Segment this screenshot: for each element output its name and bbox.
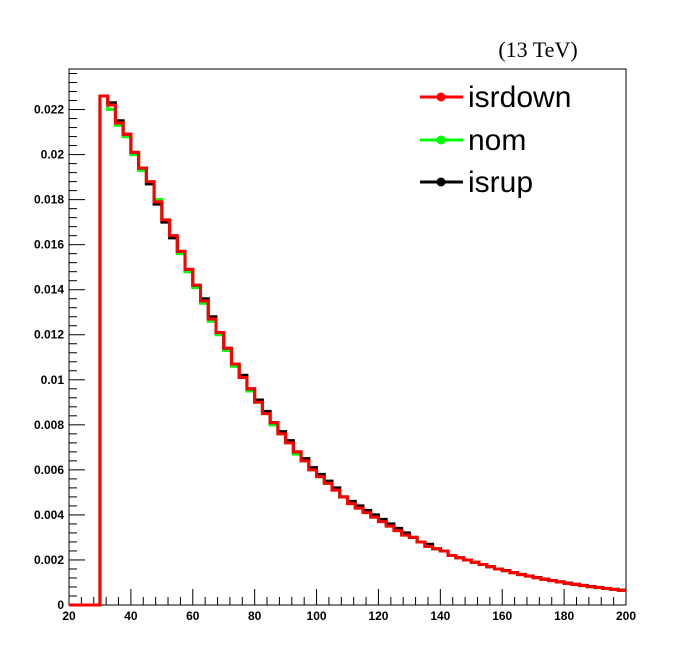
legend-label-isrdown: isrdown: [468, 81, 571, 114]
legend-marker-nom: [436, 135, 446, 145]
y-tick-label: 0.004: [34, 508, 64, 522]
energy-label: (13 TeV): [498, 37, 577, 62]
x-tick-label: 20: [62, 609, 76, 623]
x-tick-label: 140: [430, 609, 450, 623]
y-tick-label: 0.018: [34, 193, 64, 207]
x-tick-label: 100: [307, 609, 327, 623]
x-tick-label: 160: [492, 609, 512, 623]
series-layer: [69, 94, 626, 607]
legend-label-isrup: isrup: [468, 166, 533, 199]
legend-label-nom: nom: [468, 124, 526, 157]
y-tick-label: 0.006: [34, 463, 64, 477]
y-tick-label: 0.014: [34, 283, 64, 297]
y-tick-label: 0.002: [34, 553, 64, 567]
x-tick-label: 40: [124, 609, 138, 623]
y-tick-label: 0.02: [41, 148, 65, 162]
x-tick-label: 60: [186, 609, 200, 623]
series-line-isrdown: [69, 94, 626, 607]
x-tick-label: 180: [554, 609, 574, 623]
axis-ticks: 20 40 60 80 100 120 140 160 180 200 0 0.002 0.004 0.0…: [34, 73, 636, 623]
plot-frame: [68, 68, 627, 606]
x-tick-label: 80: [248, 609, 262, 623]
y-tick-label: 0.01: [41, 373, 65, 387]
y-tick-label: 0.012: [34, 328, 64, 342]
y-tick-label: 0.016: [34, 238, 64, 252]
y-tick-label: 0.022: [34, 103, 64, 117]
legend: isrdown nom isrup: [420, 81, 571, 199]
legend-marker-isrdown: [436, 92, 446, 102]
y-tick-label: 0: [57, 598, 64, 612]
legend-marker-isrup: [436, 177, 446, 187]
x-tick-label: 200: [616, 609, 636, 623]
x-tick-label: 120: [368, 609, 388, 623]
y-tick-label: 0.008: [34, 418, 64, 432]
